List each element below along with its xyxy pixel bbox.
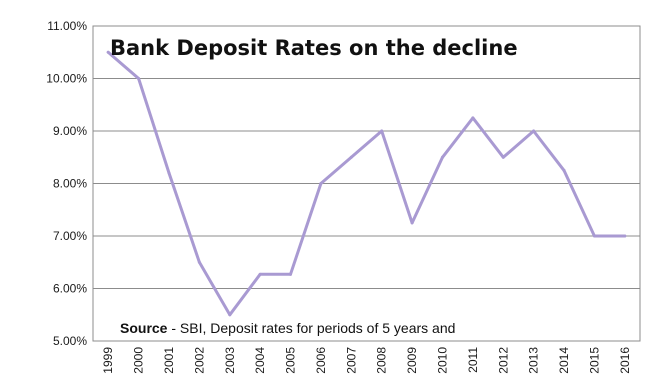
source-label: Source [120, 320, 168, 336]
gridlines [92, 25, 641, 342]
source-text: - SBI, Deposit rates for periods of 5 ye… [167, 320, 455, 336]
x-tick-label: 2009 [405, 347, 419, 374]
x-tick-label: 2000 [132, 347, 146, 374]
y-tick-label: 5.00% [53, 334, 87, 348]
y-tick-label: 10.00% [46, 72, 87, 86]
x-tick-label: 2004 [253, 347, 267, 374]
data-point [228, 313, 232, 317]
data-point [440, 155, 444, 159]
data-point [501, 155, 505, 159]
x-tick-label: 2011 [466, 347, 480, 373]
x-axis: 1999 2000 2001 2002 2003 2004 2005 2006 2007 2008… [101, 347, 632, 374]
x-tick-label: 2013 [527, 347, 541, 374]
x-tick-label: 2003 [223, 347, 237, 374]
x-tick-label: 2001 [162, 347, 176, 374]
y-tick-label: 11.00% [47, 19, 87, 33]
data-point [319, 182, 323, 185]
data-point [410, 221, 414, 225]
x-tick-label: 2010 [435, 347, 449, 374]
series-line [106, 50, 627, 317]
x-tick-label: 2006 [314, 347, 328, 374]
chart-title: Bank Deposit Rates on the decline [110, 36, 518, 60]
y-tick-label: 8.00% [53, 177, 87, 191]
series-layer [106, 50, 627, 317]
data-point [380, 129, 384, 133]
data-point [623, 234, 627, 238]
data-point [562, 168, 566, 172]
x-tick-label: 2015 [587, 347, 601, 374]
y-tick-label: 6.00% [53, 282, 87, 296]
source-annotation: Source - SBI, Deposit rates for periods … [120, 320, 455, 336]
y-tick-label: 9.00% [53, 124, 87, 138]
x-tick-label: 2014 [557, 347, 571, 374]
x-tick-label: 2007 [344, 347, 358, 374]
data-point [532, 129, 536, 133]
y-tick-label: 7.00% [53, 229, 87, 243]
data-point [349, 155, 353, 159]
x-tick-label: 2008 [375, 347, 389, 374]
x-tick-label: 2012 [496, 347, 510, 374]
data-point [289, 272, 293, 276]
x-tick-label: 2002 [192, 347, 206, 374]
x-tick-label: 1999 [101, 347, 115, 374]
x-tick-label: 2016 [618, 347, 632, 374]
data-point [106, 50, 110, 54]
y-axis: 5.00% 6.00% 7.00% 8.00% 9.00% 10.00% 11.00% [46, 19, 87, 348]
data-point [137, 77, 141, 80]
data-point [167, 171, 171, 175]
x-tick-label: 2005 [284, 347, 298, 374]
data-point [471, 116, 475, 120]
data-point [592, 234, 596, 238]
data-point [197, 260, 201, 264]
data-point [258, 272, 262, 276]
